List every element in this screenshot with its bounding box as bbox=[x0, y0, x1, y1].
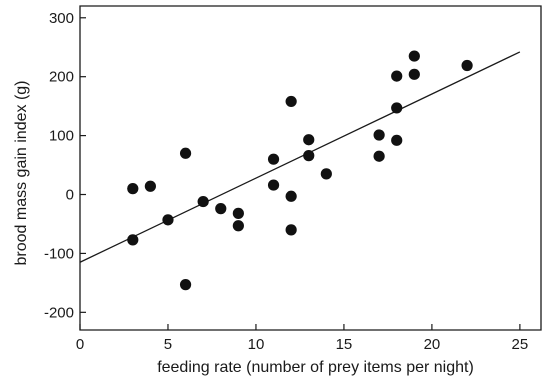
x-axis-ticks: 0 5 10 15 20 25 bbox=[76, 324, 528, 353]
data-point bbox=[267, 179, 280, 191]
data-point bbox=[215, 203, 227, 215]
data-point bbox=[144, 180, 156, 192]
data-point bbox=[461, 59, 473, 72]
x-tick-label: 25 bbox=[512, 336, 529, 353]
data-point bbox=[162, 214, 174, 226]
data-point bbox=[197, 195, 209, 208]
data-point bbox=[391, 134, 403, 146]
data-point bbox=[285, 224, 297, 236]
data-point bbox=[127, 234, 139, 246]
y-tick-label: 100 bbox=[49, 128, 74, 145]
data-point bbox=[303, 150, 315, 162]
regression-line bbox=[79, 51, 521, 263]
y-axis-ticks: -200 -100 0 100 200 300 bbox=[44, 10, 86, 321]
plot-frame bbox=[79, 5, 542, 331]
data-point bbox=[179, 147, 192, 159]
data-point bbox=[408, 68, 420, 80]
y-tick-label: 200 bbox=[49, 69, 74, 86]
data-point bbox=[373, 150, 385, 162]
data-point bbox=[391, 70, 403, 82]
x-tick-label: 10 bbox=[248, 336, 265, 353]
x-tick-label: 20 bbox=[424, 336, 441, 353]
y-tick-label: 0 bbox=[66, 187, 74, 204]
data-point bbox=[303, 134, 315, 146]
data-point bbox=[285, 95, 297, 108]
y-tick-label: 300 bbox=[49, 10, 74, 27]
data-point bbox=[373, 129, 385, 141]
data-point bbox=[267, 153, 280, 165]
x-tick-label: 0 bbox=[76, 336, 84, 353]
y-tick-label: -100 bbox=[44, 245, 74, 262]
data-point bbox=[179, 279, 192, 291]
x-axis-label: feeding rate (number of prey items per n… bbox=[157, 359, 474, 376]
data-points bbox=[127, 50, 473, 291]
data-point bbox=[285, 190, 297, 202]
data-point bbox=[408, 50, 420, 62]
data-point bbox=[232, 220, 244, 232]
data-point bbox=[320, 168, 332, 180]
data-point bbox=[127, 183, 139, 195]
x-tick-label: 5 bbox=[164, 336, 172, 353]
x-tick-label: 15 bbox=[336, 336, 353, 353]
data-point bbox=[391, 102, 403, 114]
y-axis-label: brood mass gain index (g) bbox=[13, 81, 30, 266]
axes bbox=[79, 5, 542, 331]
data-point bbox=[232, 207, 244, 219]
y-tick-label: -200 bbox=[44, 304, 74, 321]
